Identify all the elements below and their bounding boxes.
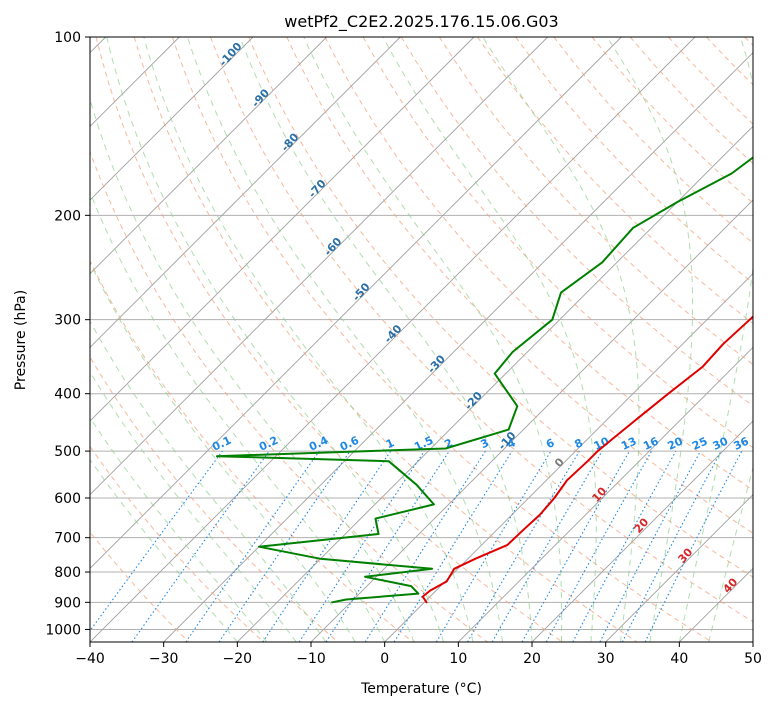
y-tick-label: 500: [54, 444, 81, 460]
y-tick-label: 1000: [45, 622, 81, 638]
y-tick-label: 300: [54, 313, 81, 329]
x-tick-label: 20: [523, 651, 541, 667]
y-axis-label: Pressure (hPa): [13, 290, 29, 390]
x-tick-label: 10: [449, 651, 467, 667]
y-tick-label: 700: [54, 531, 81, 547]
x-tick-label: −40: [75, 651, 105, 667]
x-axis-label: Temperature (°C): [360, 681, 482, 697]
y-tick-label: 600: [54, 491, 81, 507]
y-tick-label: 200: [54, 208, 81, 224]
x-tick-label: 40: [670, 651, 688, 667]
x-tick-label: −30: [149, 651, 179, 667]
x-tick-label: −20: [223, 651, 253, 667]
y-tick-label: 100: [54, 30, 81, 46]
x-tick-label: 30: [597, 651, 615, 667]
y-tick-label: 800: [54, 565, 81, 581]
y-tick-label: 900: [54, 595, 81, 611]
x-tick-label: 50: [744, 651, 762, 667]
x-tick-label: −10: [296, 651, 326, 667]
y-tick-label: 400: [54, 387, 81, 403]
chart-title: wetPf2_C2E2.2025.176.15.06.G03: [284, 12, 558, 32]
x-tick-label: 0: [380, 651, 389, 667]
